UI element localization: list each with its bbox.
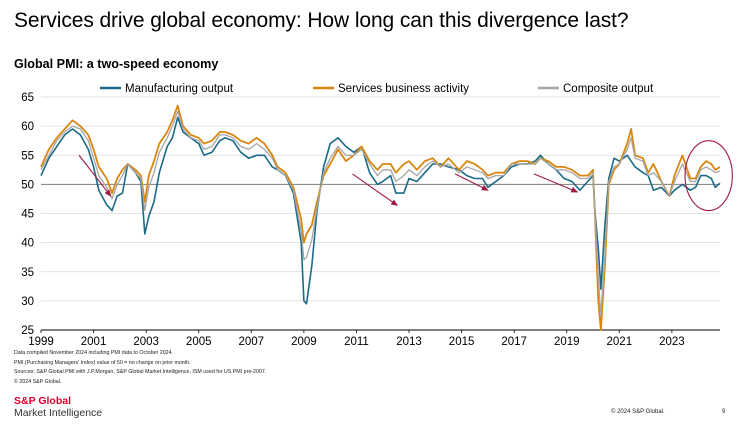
x-tick-label: 2011 bbox=[344, 336, 369, 345]
copyright-text: © 2024 S&P Global. bbox=[611, 409, 665, 415]
divergence-arrow-2011 bbox=[352, 173, 399, 206]
y-tick-label: 45 bbox=[21, 209, 34, 221]
x-tick-label: 2007 bbox=[239, 336, 265, 345]
x-tick-label: 2013 bbox=[396, 336, 422, 345]
x-tick-label: 2015 bbox=[449, 336, 475, 345]
legend-label-composite: Composite output bbox=[563, 83, 654, 95]
y-tick-label: 25 bbox=[21, 325, 34, 337]
y-tick-label: 55 bbox=[21, 150, 34, 162]
sp-global-logo: S&P Global Market Intelligence bbox=[14, 395, 103, 420]
divergence-arrow-2014 bbox=[454, 173, 489, 191]
chart-footnotes: Data compiled November 2024 including PM… bbox=[14, 349, 266, 387]
y-tick-label: 65 bbox=[21, 92, 34, 104]
footnote-line: Sources: S&P Global PMI with J.P.Morgan,… bbox=[14, 369, 267, 376]
x-tick-label: 2017 bbox=[501, 336, 527, 345]
series-line-services bbox=[40, 104, 721, 331]
recent-divergence-ellipse bbox=[684, 140, 733, 212]
y-tick-label: 60 bbox=[21, 121, 34, 133]
legend-label-services: Services business activity bbox=[338, 83, 469, 95]
series-line-manufacturing bbox=[40, 116, 721, 305]
series-line-composite bbox=[40, 110, 721, 317]
x-tick-label: 2005 bbox=[186, 336, 212, 345]
chart-title: Global PMI: a two-speed economy bbox=[14, 57, 219, 71]
footnote-line: © 2024 S&P Global. bbox=[14, 378, 62, 385]
x-tick-label: 2003 bbox=[133, 336, 159, 345]
divergence-arrow-2018 bbox=[533, 173, 579, 193]
y-tick-label: 35 bbox=[21, 267, 34, 279]
x-tick-label: 2023 bbox=[659, 336, 685, 345]
pmi-line-chart: 25 30 35 40 45 50 55 60 65 1999 2001 2003 2005 2007 20… bbox=[21, 83, 733, 345]
footnote-line: Data compiled November 2024 including PM… bbox=[14, 350, 173, 356]
divergence-arrow-2001 bbox=[78, 154, 112, 197]
x-tick-label: 2001 bbox=[81, 336, 107, 345]
y-tick-label: 50 bbox=[21, 179, 34, 191]
y-tick-label: 30 bbox=[21, 296, 34, 308]
legend-label-manufacturing: Manufacturing output bbox=[125, 83, 234, 95]
x-tick-label: 2021 bbox=[607, 336, 633, 345]
logo-division: Market Intelligence bbox=[14, 407, 103, 419]
x-tick-label: 1999 bbox=[28, 336, 54, 345]
page-number: 9 bbox=[722, 409, 726, 415]
slide-title: Services drive global economy: How long … bbox=[14, 9, 629, 32]
x-tick-label: 2009 bbox=[291, 336, 317, 345]
x-tick-label: 2019 bbox=[554, 336, 580, 345]
footnote-line: PMI (Purchasing Managers' Index) value o… bbox=[14, 359, 191, 366]
logo-brand: S&P Global bbox=[14, 395, 71, 407]
y-tick-label: 40 bbox=[21, 238, 34, 250]
